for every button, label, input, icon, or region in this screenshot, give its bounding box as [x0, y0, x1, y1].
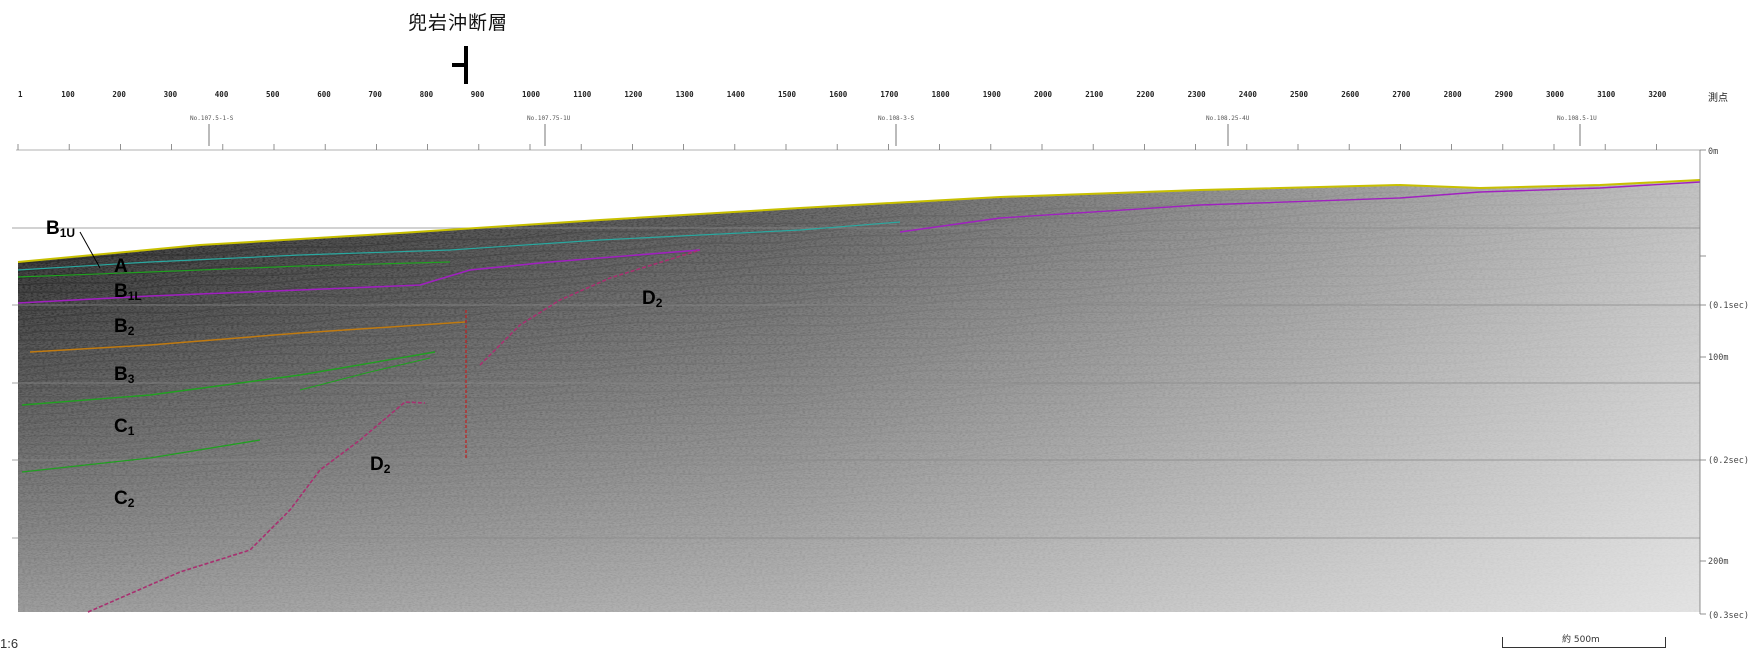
- shotpoint-label: 1900: [983, 90, 1002, 99]
- shotpoint-label: 600: [317, 90, 331, 99]
- fault-d2-upper: [479, 249, 701, 366]
- shotpoint-label: 400: [215, 90, 229, 99]
- shotpoint-label: 2200: [1136, 90, 1155, 99]
- shotpoint-label: 2500: [1290, 90, 1309, 99]
- fault-name: 兜岩沖断層: [408, 12, 509, 34]
- depth-label: (0.3sec): [1708, 611, 1749, 621]
- shotpoint-label: 1200: [624, 90, 643, 99]
- shotpoint-label: 1300: [676, 90, 695, 99]
- a-top-horizon: [17, 221, 901, 271]
- b1l-base-horizon: [17, 249, 701, 304]
- shotpoint-labels: 1 100 200 300 400 500 600 700 800 900 1000 1100 1200…: [18, 90, 1667, 99]
- shotpoint-ticks: [17, 144, 1657, 150]
- unit-label-a: A: [114, 256, 128, 277]
- shotpoint-axis: 1 100 200 300 400 500 600 700 800 900 1000 1100 1200…: [16, 90, 1728, 151]
- depth-label: 0m: [1708, 147, 1718, 157]
- shotpoint-label: 1000: [522, 90, 541, 99]
- c1-base-horizon: [21, 439, 261, 473]
- shotpoint-label: 2700: [1392, 90, 1411, 99]
- crossing-line: No.108.5-1U: [1557, 115, 1597, 146]
- fault-marker-icon: [452, 46, 470, 84]
- crossing-line: No.107.75-1U: [527, 115, 571, 146]
- shotpoint-label: 3000: [1546, 90, 1565, 99]
- crossing-line-label: No.108.5-1U: [1557, 115, 1597, 122]
- shotpoint-label: 2800: [1444, 90, 1463, 99]
- shotpoint-label: 900: [471, 90, 485, 99]
- crossing-line: No.108-3-S: [878, 115, 915, 146]
- unit-label-b1u: B1U: [46, 218, 75, 240]
- shotpoint-label: 2600: [1341, 90, 1360, 99]
- shotpoint-label: 1400: [727, 90, 746, 99]
- shotpoint-label: 2100: [1085, 90, 1104, 99]
- crossing-line-label: No.107.5-1-S: [190, 115, 234, 122]
- shotpoint-label: 3200: [1648, 90, 1667, 99]
- b1u-leader-line: [79, 231, 101, 269]
- depth-label: (0.2sec): [1708, 456, 1749, 466]
- shotpoint-label: 1800: [932, 90, 951, 99]
- shotpoint-label: 3100: [1597, 90, 1616, 99]
- depth-scale: 0m (0.1sec) 100m (0.2sec) 200m (0.3sec): [1699, 147, 1749, 621]
- horizons: [17, 179, 1701, 613]
- shotpoint-label: 100: [61, 90, 75, 99]
- b1u-top-horizon: [899, 181, 1701, 233]
- shotpoint-label: 500: [266, 90, 280, 99]
- shotpoint-unit-label: 測点: [1708, 91, 1728, 104]
- shotpoint-label: 800: [420, 90, 434, 99]
- a-base-horizon: [17, 261, 451, 278]
- seafloor-horizon: [17, 179, 1701, 263]
- shotpoint-label: 2000: [1034, 90, 1053, 99]
- scale-bar-label: 約 500m: [1562, 635, 1600, 645]
- crossing-line-label: No.108.25-4U: [1206, 115, 1250, 122]
- depth-label: 100m: [1708, 353, 1728, 363]
- crossing-lines: No.107.5-1-S No.107.75-1U No.108-3-S No.…: [190, 115, 1597, 146]
- depth-label: (0.1sec): [1708, 301, 1749, 311]
- crossing-line: No.107.5-1-S: [190, 115, 234, 146]
- crossing-line-label: No.107.75-1U: [527, 115, 571, 122]
- shotpoint-label: 700: [368, 90, 382, 99]
- fault-d2-lower: [87, 401, 426, 613]
- shotpoint-label: 2300: [1188, 90, 1207, 99]
- crossing-line: No.108.25-4U: [1206, 115, 1250, 146]
- shotpoint-label: 300: [164, 90, 178, 99]
- figure-scale-note: 1:6: [0, 636, 19, 651]
- depth-label: 200m: [1708, 557, 1728, 567]
- shotpoint-label: 2400: [1239, 90, 1258, 99]
- shotpoint-label: 1700: [880, 90, 899, 99]
- shotpoint-label: 1600: [829, 90, 848, 99]
- seismic-reflection-data: [18, 180, 1700, 612]
- shotpoint-label: 1: [18, 90, 23, 99]
- crossing-line-label: No.108-3-S: [878, 115, 915, 122]
- b3-base-horizon: [21, 351, 436, 406]
- shotpoint-label: 2900: [1495, 90, 1514, 99]
- shotpoint-label: 1500: [778, 90, 797, 99]
- scale-bar: 約 500m: [1502, 635, 1666, 648]
- depth-grid: [12, 227, 1700, 539]
- b3-inner-horizon: [299, 357, 431, 391]
- b2-base-horizon: [29, 321, 466, 353]
- shotpoint-label: 1100: [573, 90, 592, 99]
- shotpoint-label: 200: [112, 90, 126, 99]
